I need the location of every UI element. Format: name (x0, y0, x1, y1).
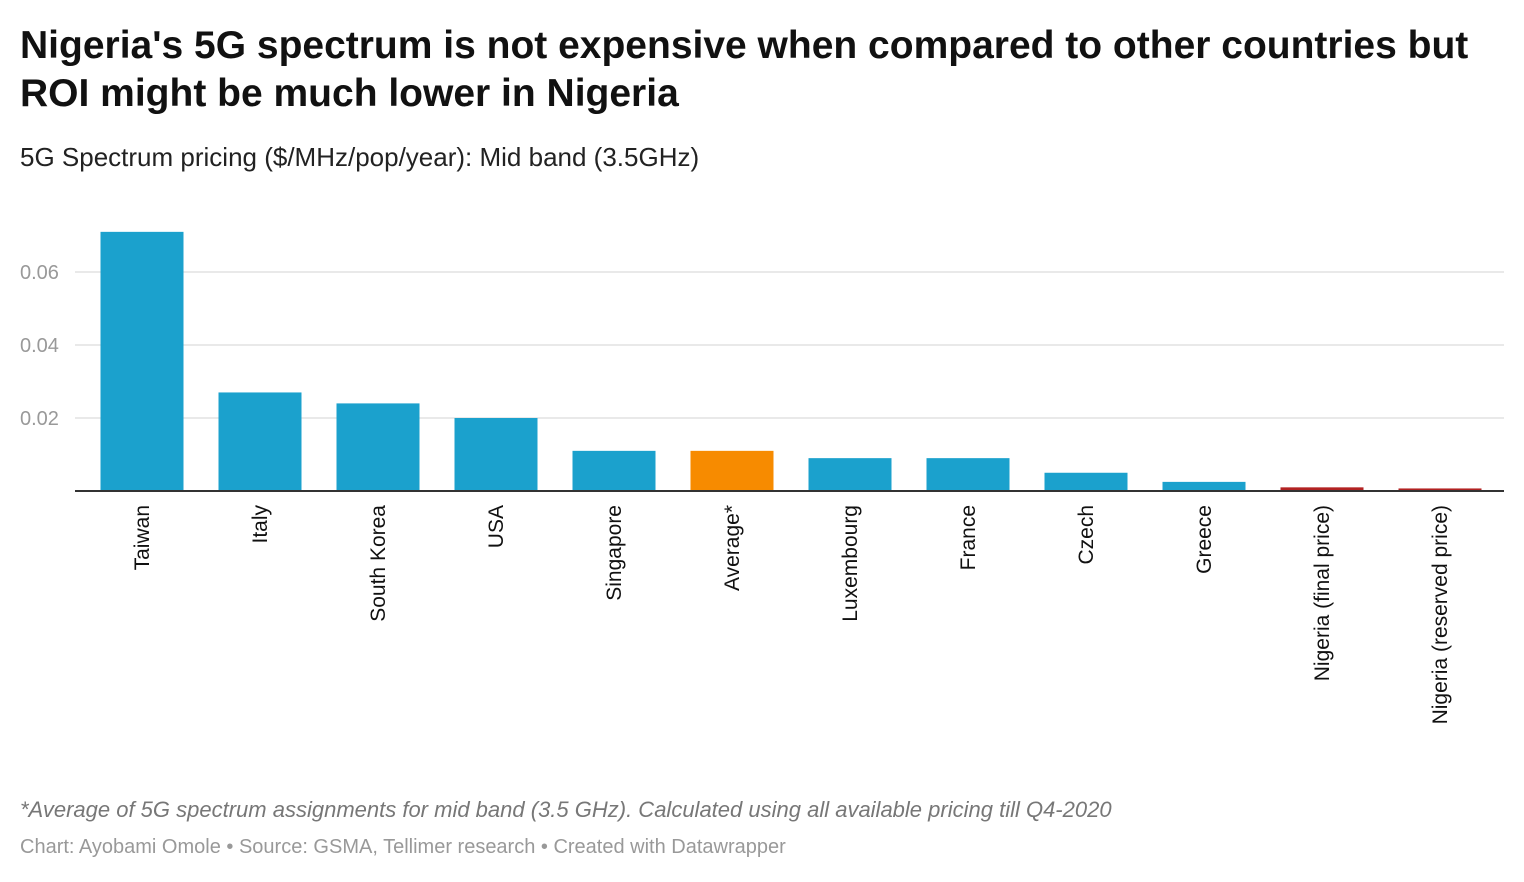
category-label: Luxembourg (839, 505, 862, 622)
category-label: Average* (721, 505, 744, 591)
bar (808, 458, 892, 491)
footnote: *Average of 5G spectrum assignments for … (20, 797, 1112, 822)
bar (926, 458, 1010, 491)
bar (1280, 487, 1364, 491)
source-credits: Chart: Ayobami Omole • Source: GSMA, Tel… (20, 836, 786, 858)
category-label: Greece (1193, 505, 1216, 574)
bar-chart: 0.02 0.04 0.06 Taiwan Italy South Korea USA Si… (20, 231, 1504, 725)
y-tick-label: 0.02 (20, 408, 59, 430)
y-tick-label: 0.04 (20, 335, 59, 357)
category-labels: Taiwan Italy South Korea USA Singapore Averag… (131, 505, 1452, 725)
category-label: Taiwan (131, 505, 154, 570)
category-label: South Korea (367, 505, 390, 622)
bars (100, 231, 1482, 491)
chart-title: Nigeria's 5G spectrum is not expensive w… (20, 24, 1469, 115)
bar (100, 231, 184, 491)
y-tick-label: 0.06 (20, 262, 59, 284)
bar (1398, 488, 1482, 491)
category-label: Italy (249, 505, 272, 544)
category-label: France (957, 505, 980, 570)
category-label: Nigeria (reserved price) (1429, 505, 1452, 724)
bar (1044, 472, 1128, 491)
bar (1162, 481, 1246, 491)
category-label: Nigeria (final price) (1311, 505, 1334, 681)
bar (218, 392, 302, 491)
chart-subtitle: 5G Spectrum pricing ($/MHz/pop/year): Mi… (20, 142, 700, 172)
bar (336, 403, 420, 491)
bar (454, 418, 538, 491)
category-label: USA (485, 505, 508, 548)
bar (690, 450, 774, 491)
gridlines: 0.02 0.04 0.06 (20, 262, 1504, 430)
category-label: Czech (1075, 505, 1098, 565)
bar (572, 450, 656, 491)
category-label: Singapore (603, 505, 626, 601)
